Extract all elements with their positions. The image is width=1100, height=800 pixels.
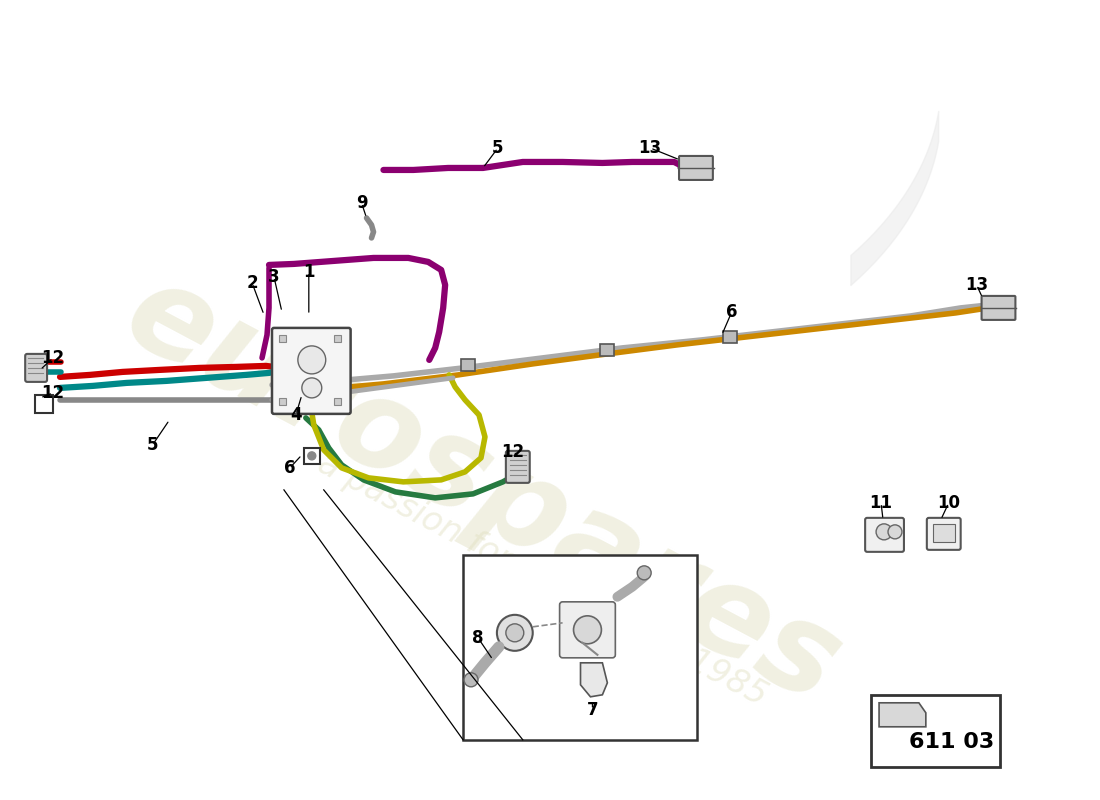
FancyBboxPatch shape — [25, 354, 47, 382]
Circle shape — [506, 624, 524, 642]
Text: 10: 10 — [937, 494, 960, 512]
Circle shape — [876, 524, 892, 540]
Bar — [723, 331, 737, 343]
Circle shape — [573, 616, 602, 644]
Text: 5: 5 — [492, 139, 504, 157]
Text: 4: 4 — [290, 406, 301, 424]
Circle shape — [497, 615, 532, 651]
Text: 13: 13 — [639, 139, 662, 157]
Text: 12: 12 — [42, 384, 65, 402]
FancyBboxPatch shape — [506, 451, 530, 483]
Text: 13: 13 — [965, 276, 988, 294]
Text: 5: 5 — [146, 436, 158, 454]
Text: a passion for parts since 1985: a passion for parts since 1985 — [312, 447, 773, 713]
Circle shape — [888, 525, 902, 539]
Bar — [461, 359, 475, 371]
FancyBboxPatch shape — [865, 518, 904, 552]
Bar — [333, 335, 341, 342]
FancyBboxPatch shape — [560, 602, 615, 658]
Bar — [304, 448, 320, 464]
Circle shape — [298, 346, 326, 374]
Text: 2: 2 — [246, 274, 257, 292]
Bar — [871, 695, 1001, 766]
FancyBboxPatch shape — [272, 328, 351, 414]
Text: 6: 6 — [726, 303, 737, 321]
Text: 11: 11 — [870, 494, 892, 512]
Bar — [279, 398, 286, 405]
Text: 611 03: 611 03 — [909, 731, 994, 751]
Bar — [601, 344, 614, 356]
Circle shape — [308, 452, 316, 460]
Bar — [279, 335, 286, 342]
Circle shape — [637, 566, 651, 580]
FancyBboxPatch shape — [927, 518, 960, 550]
Bar — [35, 395, 53, 413]
Bar — [463, 555, 697, 740]
Text: 6: 6 — [284, 459, 296, 477]
Text: 9: 9 — [355, 194, 367, 212]
Circle shape — [464, 673, 478, 687]
Text: 8: 8 — [472, 629, 484, 647]
Text: eurospares: eurospares — [106, 251, 860, 729]
Polygon shape — [581, 663, 607, 697]
Circle shape — [301, 378, 322, 398]
Bar — [333, 398, 341, 405]
FancyBboxPatch shape — [981, 296, 1015, 320]
Text: 3: 3 — [268, 268, 279, 286]
Bar — [933, 524, 955, 542]
Polygon shape — [879, 703, 926, 727]
Text: 12: 12 — [42, 349, 65, 367]
Text: 7: 7 — [586, 701, 598, 719]
FancyBboxPatch shape — [679, 156, 713, 180]
Text: 12: 12 — [502, 443, 525, 461]
Text: 1: 1 — [304, 263, 315, 281]
